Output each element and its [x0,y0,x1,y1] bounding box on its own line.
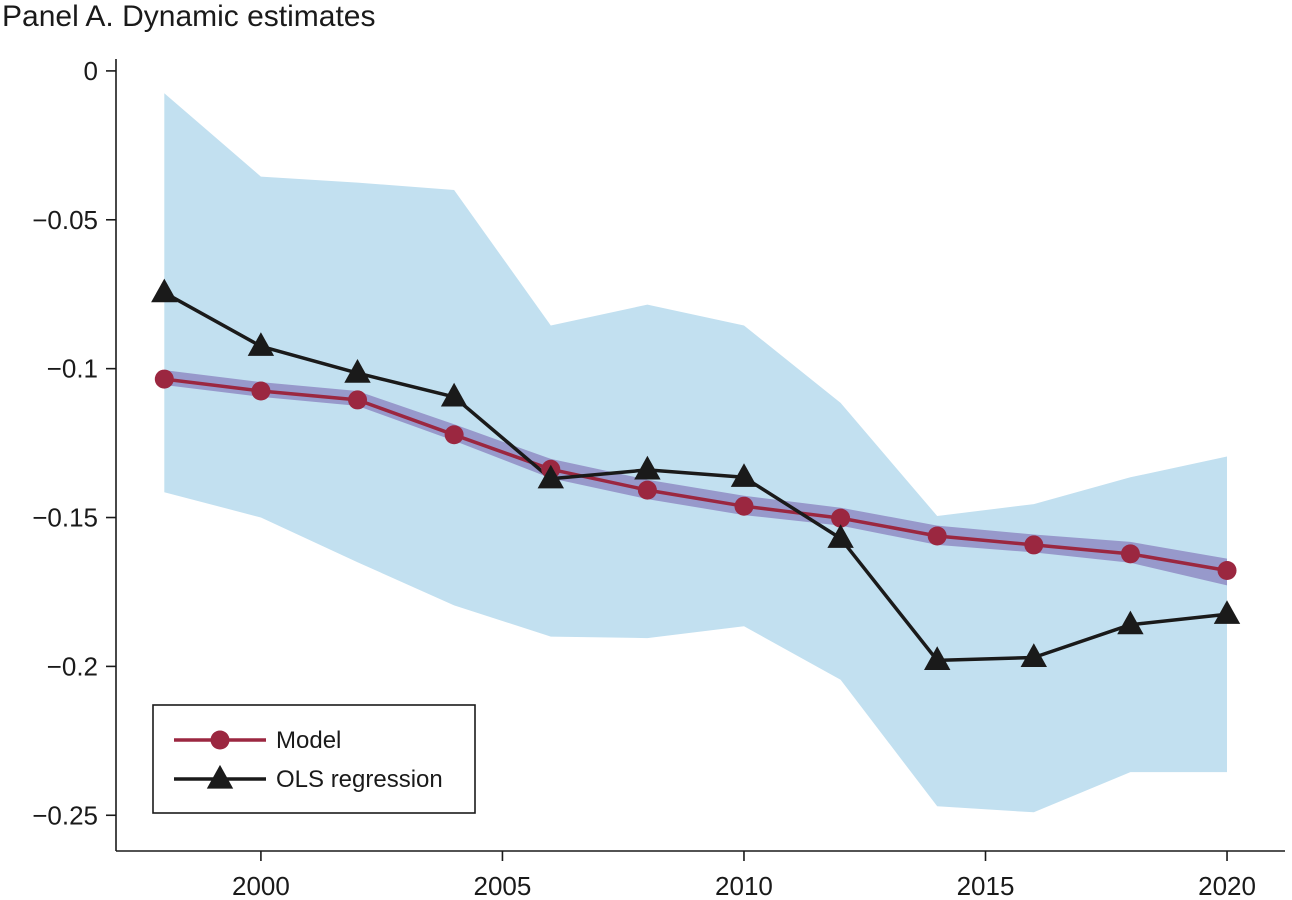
x-tick-label: 2000 [232,871,290,900]
model-point [927,526,947,546]
model-point [1120,544,1140,564]
x-tick-label: 2020 [1198,871,1256,900]
model-line [164,377,1228,573]
ols-point [247,332,275,356]
model-point [251,381,271,401]
ols-regression-line [163,291,1228,663]
y-tick-label: −0.25 [32,800,98,830]
model-point [348,390,368,410]
legend: Model OLS regression [152,704,476,814]
x-tick-label: 2010 [715,871,773,900]
ols-point [827,524,854,548]
legend-label-ols-regression: OLS regression [276,766,443,793]
legend-label-model: Model [276,727,341,754]
model-point [831,508,851,528]
ols-confidence-band [164,93,1227,813]
model-point [154,369,174,389]
ols-point [1117,610,1144,635]
model-point [734,496,754,516]
y-tick-label: −0.2 [47,651,98,681]
axes: 0 −0.05 −0.1 −0.15 −0.2 −0.25 2000 2005 2010 2015… [32,56,1285,900]
ols-point [924,646,951,670]
y-tick-label: −0.15 [32,503,98,533]
model-point [1217,561,1237,581]
series-lines [163,291,1228,663]
chart-title: Panel A. Dynamic estimates [2,0,376,33]
model-point [444,425,464,445]
y-tick-label: −0.05 [32,205,98,235]
ols-point [1213,600,1241,624]
ols-point [634,455,661,480]
model-point [637,480,657,500]
ols-point [440,382,468,407]
y-tick-label: −0.1 [47,354,98,384]
series-markers [151,278,1241,670]
model-confidence-band [164,370,1227,586]
x-tick-label: 2015 [957,871,1015,900]
ols-point [730,463,758,487]
legend-ols-marker [206,764,234,789]
ols-point [537,464,564,489]
ols-point [1020,643,1047,667]
legend-box [152,704,476,814]
ols-point [344,359,371,383]
confidence-bands [164,93,1227,813]
x-tick-label: 2005 [474,871,532,900]
y-tick-label: 0 [84,56,98,86]
legend-model-marker [210,730,230,750]
ols-point [151,278,178,303]
model-point [1024,535,1044,555]
